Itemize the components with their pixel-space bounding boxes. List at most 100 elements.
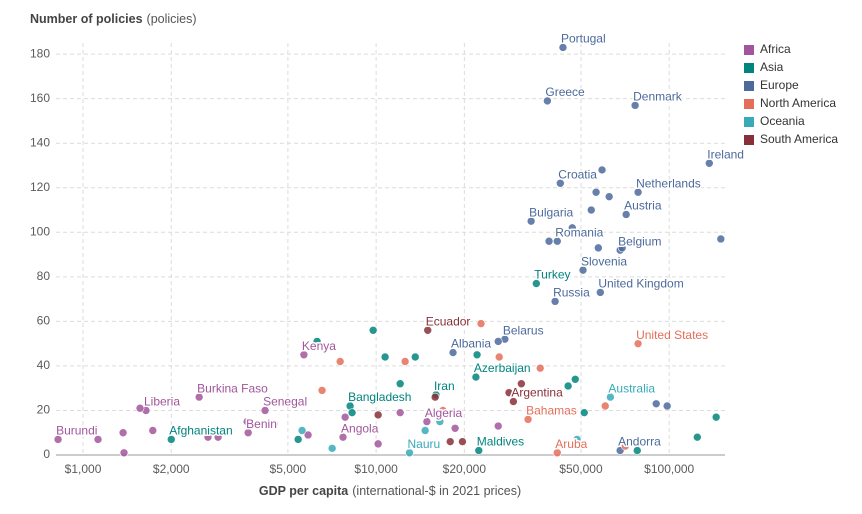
point-label: Burkina Faso bbox=[197, 381, 268, 395]
point bbox=[693, 432, 702, 442]
point bbox=[662, 401, 672, 411]
point-label: Netherlands bbox=[636, 176, 701, 190]
point bbox=[579, 408, 589, 417]
y-tick-label: 100 bbox=[30, 224, 50, 238]
point bbox=[338, 432, 348, 442]
point bbox=[148, 426, 158, 435]
point bbox=[504, 388, 514, 397]
point bbox=[543, 96, 552, 106]
point-label: Kenya bbox=[302, 339, 336, 353]
x-axis-title: GDP per capita (international-$ in 2021 p… bbox=[259, 484, 521, 498]
y-tick-label: 120 bbox=[30, 180, 50, 194]
point bbox=[335, 357, 345, 366]
point bbox=[297, 426, 307, 435]
point bbox=[405, 448, 414, 458]
point bbox=[430, 392, 440, 402]
point bbox=[135, 403, 145, 413]
y-axis-title: Number of policies (policies) bbox=[30, 12, 197, 26]
point bbox=[597, 165, 607, 175]
point bbox=[118, 428, 128, 438]
point-label: Romania bbox=[555, 225, 603, 239]
point-label: Ireland bbox=[707, 147, 744, 161]
point bbox=[327, 444, 337, 453]
point bbox=[632, 446, 642, 455]
y-tick-label: 160 bbox=[30, 91, 50, 105]
point bbox=[93, 435, 103, 444]
legend-label: South America bbox=[760, 132, 838, 146]
point-label: Croatia bbox=[558, 167, 597, 181]
point bbox=[53, 435, 63, 444]
point-label: Nauru bbox=[408, 437, 441, 451]
point bbox=[260, 406, 270, 415]
point-label: United States bbox=[636, 328, 708, 342]
point bbox=[617, 243, 627, 253]
y-tick-label: 0 bbox=[43, 447, 50, 461]
x-unit: (international-$ in 2021 prices) bbox=[352, 484, 521, 498]
point-label: Bahamas bbox=[526, 404, 577, 418]
y-tick-label: 140 bbox=[30, 135, 50, 149]
y-unit: (policies) bbox=[147, 12, 197, 26]
point bbox=[299, 350, 309, 360]
x-tick-label: $5,000 bbox=[270, 462, 307, 476]
point bbox=[651, 399, 661, 409]
y-tick-label: 180 bbox=[30, 46, 50, 60]
x-tick-label: $1,000 bbox=[65, 462, 102, 476]
point-label: Belgium bbox=[618, 234, 661, 248]
point bbox=[570, 374, 580, 384]
point bbox=[203, 432, 213, 442]
point bbox=[621, 210, 631, 219]
point bbox=[380, 352, 390, 362]
point bbox=[373, 439, 383, 449]
point-label: Aruba bbox=[555, 437, 587, 451]
point bbox=[716, 234, 726, 244]
point-label: Benin bbox=[246, 417, 277, 431]
x-tick-label: $2,000 bbox=[153, 462, 190, 476]
point bbox=[633, 187, 643, 197]
point bbox=[567, 223, 577, 233]
x-tick-label: $100,000 bbox=[644, 462, 694, 476]
point bbox=[517, 379, 526, 389]
point-label: Denmark bbox=[633, 90, 683, 104]
point-label: Bulgaria bbox=[529, 205, 573, 219]
legend-swatch bbox=[744, 135, 754, 145]
point-label: United Kingdom bbox=[598, 277, 683, 291]
point-label: Ecuador bbox=[426, 314, 471, 328]
x-tick-label: $10,000 bbox=[354, 462, 398, 476]
point bbox=[544, 236, 554, 246]
point-label: Greece bbox=[545, 85, 585, 99]
point bbox=[312, 337, 322, 346]
point bbox=[303, 430, 313, 440]
point bbox=[704, 158, 714, 168]
point-label: Portugal bbox=[561, 32, 606, 46]
x-label: GDP per capita bbox=[259, 484, 349, 498]
point bbox=[591, 187, 601, 197]
point bbox=[213, 432, 223, 442]
point bbox=[450, 423, 460, 433]
x-tick-label: $20,000 bbox=[443, 462, 487, 476]
point bbox=[535, 363, 545, 373]
point bbox=[594, 243, 603, 253]
point bbox=[119, 448, 129, 458]
x-tick-label: $50,000 bbox=[559, 462, 603, 476]
points bbox=[53, 43, 726, 458]
point bbox=[552, 448, 562, 458]
point bbox=[317, 386, 327, 395]
point bbox=[458, 437, 467, 446]
legend-label: Africa bbox=[760, 42, 791, 56]
point bbox=[445, 437, 455, 446]
point-label: Algeria bbox=[425, 406, 463, 420]
point-label: Australia bbox=[608, 381, 655, 395]
point-label: Iran bbox=[434, 379, 455, 393]
point bbox=[630, 101, 640, 110]
point bbox=[410, 352, 420, 362]
point bbox=[423, 325, 433, 335]
legend-label: Oceania bbox=[760, 114, 805, 128]
point bbox=[558, 43, 568, 52]
legend-label: North America bbox=[760, 96, 836, 110]
point-label: Austria bbox=[624, 199, 662, 213]
legend-label: Asia bbox=[760, 60, 784, 74]
legend-swatch bbox=[744, 63, 754, 73]
point bbox=[600, 401, 610, 411]
y-tick-label: 40 bbox=[37, 358, 51, 372]
point-label: Turkey bbox=[534, 268, 570, 282]
